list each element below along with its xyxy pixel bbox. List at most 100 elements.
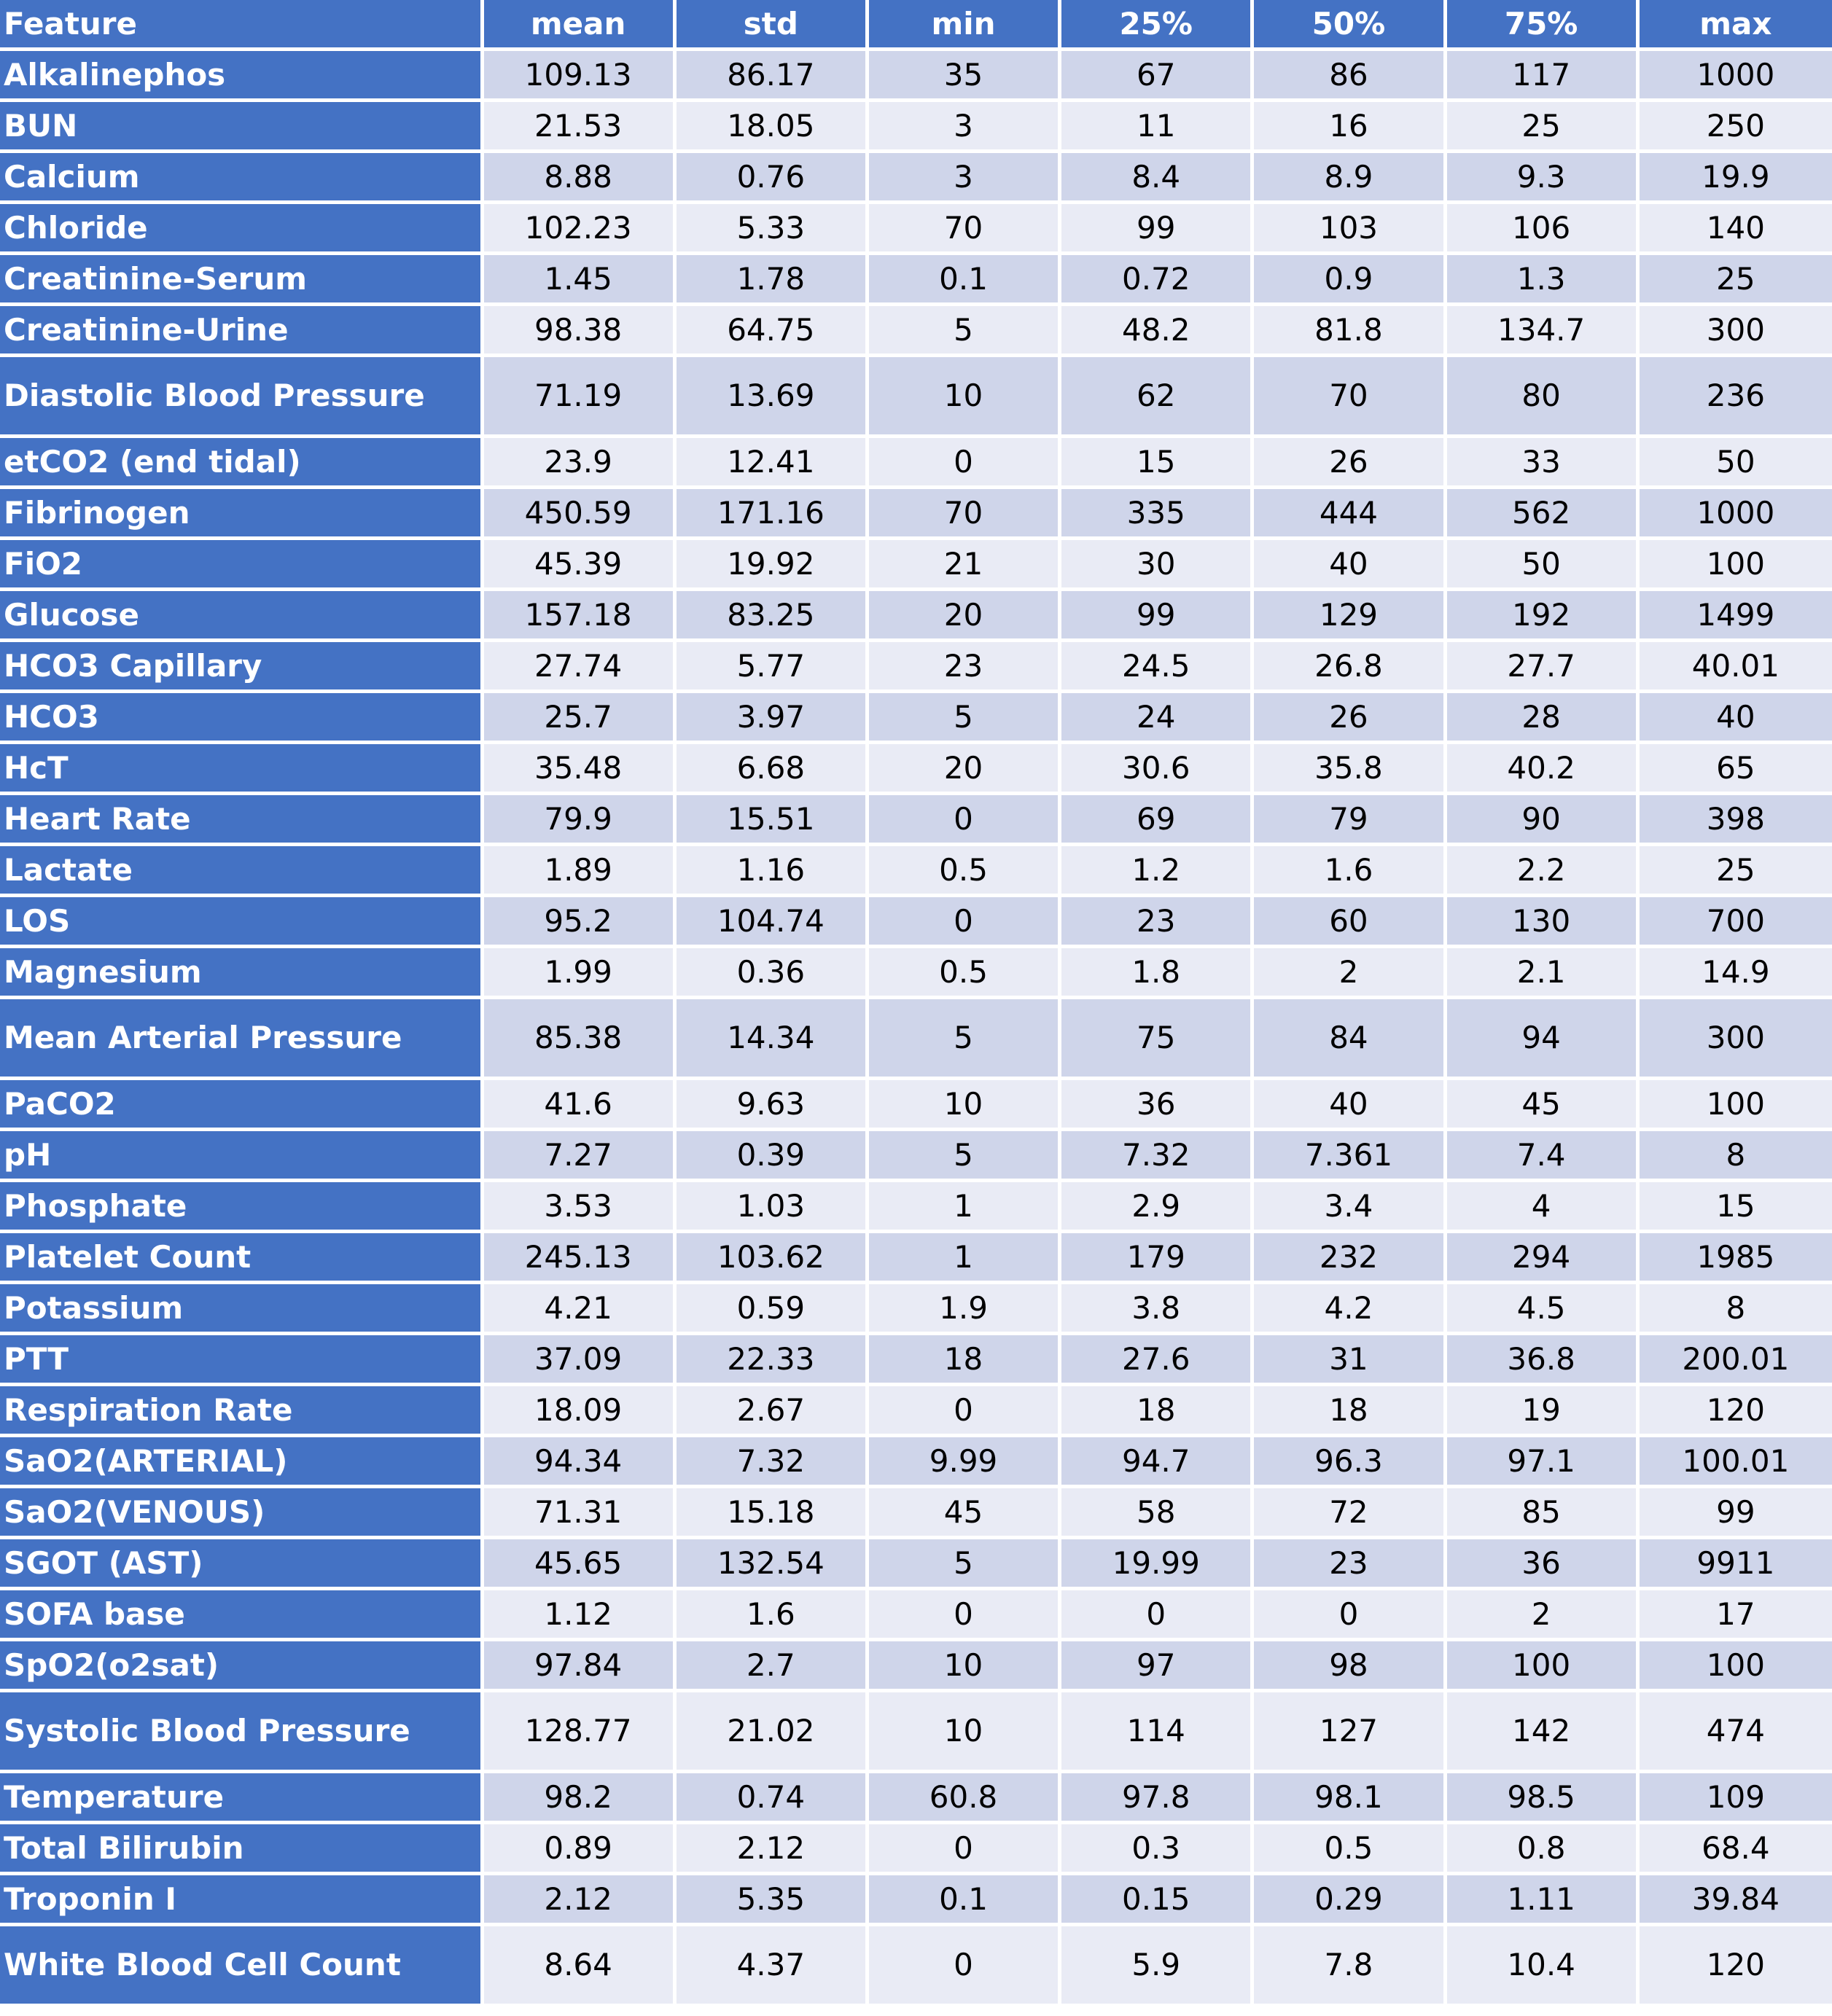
value-cell-75pct: 27.7 (1446, 642, 1640, 693)
value-cell-min: 5 (868, 999, 1062, 1080)
value-cell-75pct: 130 (1446, 897, 1640, 948)
value-cell-50pct: 35.8 (1254, 744, 1447, 795)
value-cell-max: 9911 (1639, 1539, 1832, 1590)
value-cell-50pct: 98 (1254, 1641, 1447, 1692)
value-cell-std: 132.54 (676, 1539, 869, 1590)
value-cell-75pct: 90 (1446, 795, 1640, 846)
table-row: HCO3 25.7 3.97 5 24 26 28 40 (0, 693, 1832, 744)
value-cell-75pct: 33 (1446, 438, 1640, 489)
value-cell-25pct: 19.99 (1061, 1539, 1255, 1590)
value-cell-min: 5 (868, 1131, 1062, 1182)
table-row: HcT 35.48 6.68 20 30.6 35.8 40.2 65 (0, 744, 1832, 795)
value-cell-75pct: 0.8 (1446, 1824, 1640, 1875)
value-cell-25pct: 15 (1061, 438, 1255, 489)
value-cell-25pct: 58 (1061, 1488, 1255, 1539)
value-cell-min: 35 (868, 51, 1062, 102)
value-cell-50pct: 79 (1254, 795, 1447, 846)
value-cell-50pct: 2 (1254, 948, 1447, 999)
value-cell-25pct: 11 (1061, 102, 1255, 153)
value-cell-std: 15.51 (676, 795, 869, 846)
value-cell-min: 18 (868, 1335, 1062, 1386)
value-cell-std: 2.67 (676, 1386, 869, 1437)
value-cell-mean: 25.7 (483, 693, 677, 744)
value-cell-25pct: 0.72 (1061, 255, 1255, 306)
value-cell-mean: 450.59 (483, 489, 677, 540)
value-cell-std: 0.74 (676, 1773, 869, 1824)
table-row: SaO2(ARTERIAL) 94.34 7.32 9.99 94.7 96.3 97.1 1… (0, 1437, 1832, 1488)
value-cell-min: 70 (868, 204, 1062, 255)
value-cell-25pct: 114 (1061, 1692, 1255, 1773)
value-cell-min: 0.1 (868, 255, 1062, 306)
value-cell-75pct: 9.3 (1446, 153, 1640, 204)
value-cell-50pct: 84 (1254, 999, 1447, 1080)
value-cell-25pct: 30.6 (1061, 744, 1255, 795)
value-cell-50pct: 3.4 (1254, 1182, 1447, 1233)
value-cell-50pct: 23 (1254, 1539, 1447, 1590)
value-cell-75pct: 10.4 (1446, 1926, 1640, 2007)
value-cell-25pct: 1.2 (1061, 846, 1255, 897)
value-cell-25pct: 97.8 (1061, 1773, 1255, 1824)
value-cell-mean: 1.45 (483, 255, 677, 306)
value-cell-mean: 21.53 (483, 102, 677, 153)
value-cell-50pct: 7.361 (1254, 1131, 1447, 1182)
value-cell-min: 3 (868, 102, 1062, 153)
value-cell-min: 10 (868, 1080, 1062, 1131)
feature-name-cell: Creatinine-Urine (0, 306, 484, 357)
value-cell-std: 1.03 (676, 1182, 869, 1233)
value-cell-75pct: 36 (1446, 1539, 1640, 1590)
value-cell-std: 12.41 (676, 438, 869, 489)
value-cell-25pct: 179 (1061, 1233, 1255, 1284)
feature-name-cell: Glucose (0, 591, 484, 642)
value-cell-mean: 23.9 (483, 438, 677, 489)
value-cell-25pct: 62 (1061, 357, 1255, 438)
table-row: BUN 21.53 18.05 3 11 16 25 250 (0, 102, 1832, 153)
value-cell-max: 15 (1639, 1182, 1832, 1233)
value-cell-std: 103.62 (676, 1233, 869, 1284)
value-cell-max: 99 (1639, 1488, 1832, 1539)
value-cell-max: 25 (1639, 255, 1832, 306)
value-cell-25pct: 27.6 (1061, 1335, 1255, 1386)
value-cell-75pct: 50 (1446, 540, 1640, 591)
feature-name-cell: Creatinine-Serum (0, 255, 484, 306)
value-cell-std: 0.39 (676, 1131, 869, 1182)
value-cell-75pct: 28 (1446, 693, 1640, 744)
value-cell-max: 1499 (1639, 591, 1832, 642)
value-cell-50pct: 0.29 (1254, 1875, 1447, 1926)
value-cell-50pct: 127 (1254, 1692, 1447, 1773)
header-mean: mean (483, 0, 677, 51)
value-cell-25pct: 24.5 (1061, 642, 1255, 693)
value-cell-max: 100 (1639, 1641, 1832, 1692)
value-cell-25pct: 67 (1061, 51, 1255, 102)
value-cell-25pct: 24 (1061, 693, 1255, 744)
table-row: SGOT (AST) 45.65 132.54 5 19.99 23 36 9911 (0, 1539, 1832, 1590)
table-row: Temperature 98.2 0.74 60.8 97.8 98.1 98.5 109 (0, 1773, 1832, 1824)
value-cell-std: 1.6 (676, 1590, 869, 1641)
value-cell-min: 0.5 (868, 846, 1062, 897)
value-cell-std: 19.92 (676, 540, 869, 591)
value-cell-min: 9.99 (868, 1437, 1062, 1488)
value-cell-max: 474 (1639, 1692, 1832, 1773)
header-min: min (868, 0, 1062, 51)
feature-name-cell: FiO2 (0, 540, 484, 591)
value-cell-max: 50 (1639, 438, 1832, 489)
value-cell-max: 40.01 (1639, 642, 1832, 693)
feature-name-cell: Respiration Rate (0, 1386, 484, 1437)
value-cell-max: 25 (1639, 846, 1832, 897)
value-cell-max: 17 (1639, 1590, 1832, 1641)
value-cell-std: 2.7 (676, 1641, 869, 1692)
value-cell-50pct: 444 (1254, 489, 1447, 540)
value-cell-mean: 71.31 (483, 1488, 677, 1539)
value-cell-std: 1.78 (676, 255, 869, 306)
value-cell-mean: 35.48 (483, 744, 677, 795)
feature-name-cell: Phosphate (0, 1182, 484, 1233)
value-cell-max: 19.9 (1639, 153, 1832, 204)
value-cell-min: 0 (868, 897, 1062, 948)
value-cell-25pct: 99 (1061, 591, 1255, 642)
feature-name-cell: HCO3 Capillary (0, 642, 484, 693)
table-row: SaO2(VENOUS) 71.31 15.18 45 58 72 85 99 (0, 1488, 1832, 1539)
value-cell-std: 5.35 (676, 1875, 869, 1926)
value-cell-mean: 1.89 (483, 846, 677, 897)
table-row: Total Bilirubin 0.89 2.12 0 0.3 0.5 0.8 68.4 (0, 1824, 1832, 1875)
value-cell-mean: 85.38 (483, 999, 677, 1080)
table-row: Systolic Blood Pressure 128.77 21.02 10 114 1… (0, 1692, 1832, 1773)
